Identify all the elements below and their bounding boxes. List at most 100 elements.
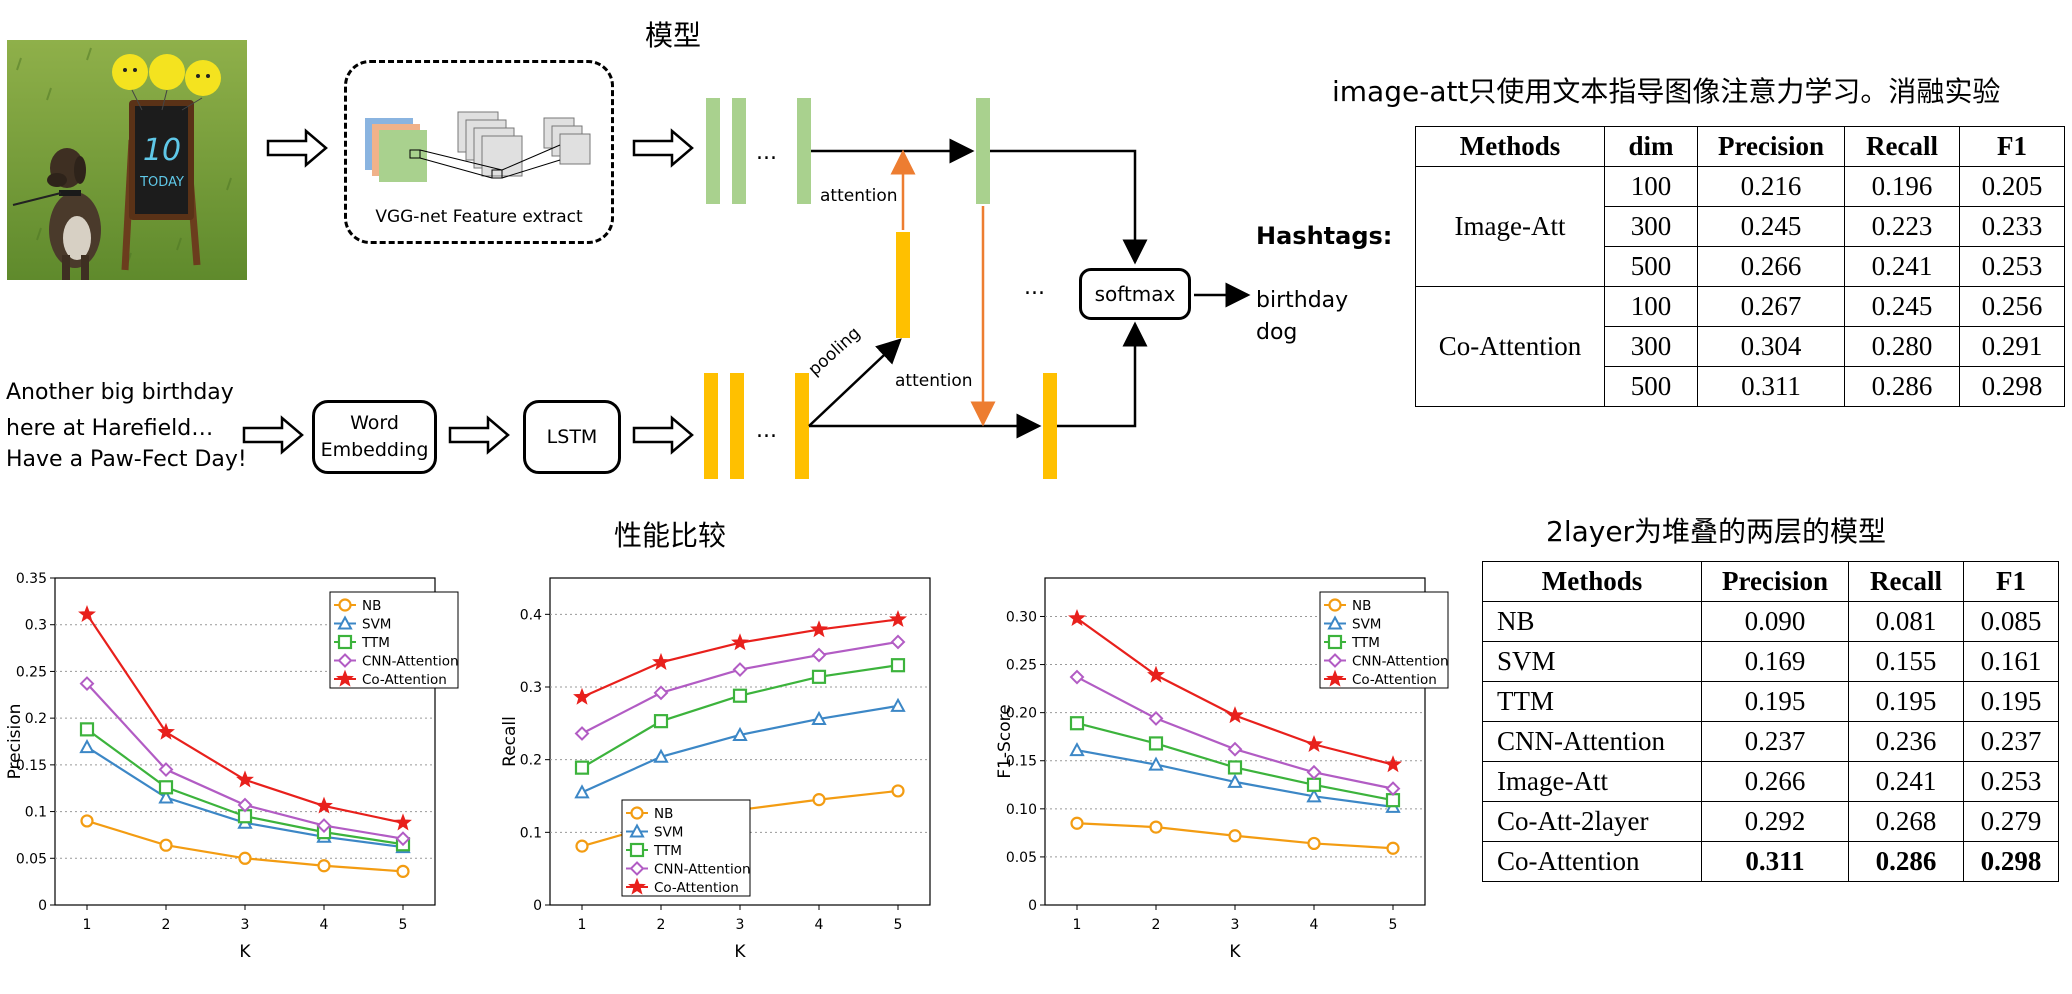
method-cell: Co-Att-2layer: [1482, 801, 1702, 842]
table-row: 500 0.266 0.241 0.253: [1416, 246, 2065, 287]
cell: 0.205: [1959, 166, 2065, 207]
col-f1: F1: [1959, 126, 2065, 167]
marker-point: [1148, 736, 1164, 751]
marker-point: [890, 697, 906, 712]
marker-point: [157, 722, 175, 740]
value-cell: 0.237: [1701, 721, 1849, 762]
group-method: Co-Attention: [1415, 286, 1605, 407]
model-diagram: [242, 98, 1251, 479]
y-tick-label: 0.2: [520, 753, 542, 769]
series-cnn-attention: [79, 676, 411, 847]
value-cell: 0.155: [1848, 641, 1964, 682]
marker-point: [732, 662, 748, 677]
marker-point: [732, 688, 748, 703]
cell: 0.223: [1844, 206, 1960, 247]
method-cell: Co-Attention: [1482, 841, 1702, 882]
marker-point: [629, 861, 645, 876]
y-tick-label: 0.1: [25, 805, 47, 821]
cell: 0.256: [1959, 286, 2065, 327]
marker-point: [159, 838, 173, 852]
marker-point: [315, 796, 333, 814]
legend-label: SVM: [1352, 617, 1381, 633]
legend-label: CNN-Attention: [654, 862, 751, 878]
table-row: SVM 0.169 0.155 0.161: [1482, 641, 2059, 682]
table-row: Image-Att 0.266 0.241 0.253: [1482, 761, 2059, 802]
marker-point: [1070, 816, 1084, 830]
attention-top-label: attention: [820, 186, 898, 206]
comparison-table: Methods Precision Recall F1 NB 0.090 0.081…: [1482, 561, 2059, 882]
x-tick-label: 4: [815, 917, 824, 933]
hollow-arrow: [242, 128, 694, 455]
y-tick-label: 0.05: [16, 851, 47, 867]
value-cell: 0.266: [1701, 761, 1849, 802]
legend-label: TTM: [361, 635, 390, 651]
y-tick-label: 0: [1028, 898, 1037, 914]
cell: 100: [1604, 286, 1698, 327]
marker-point: [1306, 788, 1322, 803]
ellipsis-mid: ...: [1024, 275, 1045, 300]
value-cell: 0.241: [1848, 761, 1964, 802]
marker-point: [811, 710, 827, 725]
hashtag-item: birthday: [1256, 288, 1349, 313]
y-tick-label: 0.30: [1006, 609, 1037, 625]
series-co-attention: [78, 604, 412, 831]
marker-point: [158, 780, 174, 795]
table-row: Co-Attention 100 0.267 0.245 0.256: [1415, 286, 2065, 407]
cell: 300: [1604, 206, 1698, 247]
y-tick-label: 0.25: [16, 664, 47, 680]
method-cell: TTM: [1482, 681, 1702, 722]
value-cell: 0.268: [1848, 801, 1964, 842]
x-tick-label: 5: [1389, 917, 1398, 933]
marker-point: [731, 633, 749, 651]
marker-point: [337, 653, 353, 668]
hashtags-label: Hashtags:: [1256, 222, 1393, 250]
marker-point: [1327, 634, 1343, 650]
marker-point: [891, 784, 905, 798]
hashtag-item: dog: [1256, 320, 1298, 345]
precision-chart: 0 0.05 0.1 0.15 0.2 0.25 0.3 0.35 1 2 3 4 5 K Precisio…: [5, 571, 459, 962]
ellipsis-top: ...: [756, 140, 777, 165]
x-tick-label: 1: [1073, 917, 1082, 933]
table-row: Co-Att-2layer 0.292 0.268 0.279: [1482, 801, 2059, 842]
x-tick-label: 5: [894, 917, 903, 933]
table-row: NB 0.090 0.081 0.085: [1482, 601, 2059, 642]
image-feature-bars: [706, 98, 990, 204]
value-cell: 0.292: [1701, 801, 1849, 842]
marker-point: [317, 859, 331, 873]
col-precision: Precision: [1701, 561, 1849, 602]
marker-point: [889, 609, 907, 628]
y-tick-label: 0.1: [520, 825, 542, 841]
series-svm: [574, 697, 906, 799]
marker-point: [237, 797, 253, 813]
series-ttm: [574, 658, 906, 775]
marker-point: [574, 726, 590, 741]
x-tick-label: 2: [162, 917, 171, 933]
value-cell: 0.298: [1963, 841, 2059, 882]
marker-point: [653, 714, 669, 729]
method-cell: SVM: [1482, 641, 1702, 682]
series-cnn-attention: [1069, 669, 1401, 797]
x-tick-label: 1: [83, 917, 92, 933]
marker-point: [1327, 615, 1343, 630]
marker-point: [1228, 829, 1242, 843]
legend-label: NB: [1352, 598, 1371, 614]
value-cell: 0.081: [1848, 601, 1964, 642]
lstm-label: LSTM: [546, 425, 598, 448]
marker-point: [890, 658, 906, 673]
marker-point: [79, 676, 95, 691]
model-title: 模型: [645, 19, 702, 52]
marker-point: [1226, 706, 1244, 724]
cell: 0.233: [1959, 206, 2065, 247]
col-f1: F1: [1963, 561, 2059, 602]
marker-point: [395, 831, 411, 847]
legend: NB SVM TTM CNN-Attention Co-Attention: [1319, 591, 1449, 689]
value-cell: 0.236: [1848, 721, 1964, 762]
marker-point: [574, 760, 590, 775]
marker-point: [396, 864, 410, 878]
marker-point: [158, 789, 174, 804]
marker-point: [1149, 820, 1163, 834]
marker-point: [574, 784, 590, 799]
marker-point: [811, 647, 827, 663]
cell: 0.241: [1844, 246, 1960, 287]
cell: 0.280: [1844, 326, 1960, 367]
